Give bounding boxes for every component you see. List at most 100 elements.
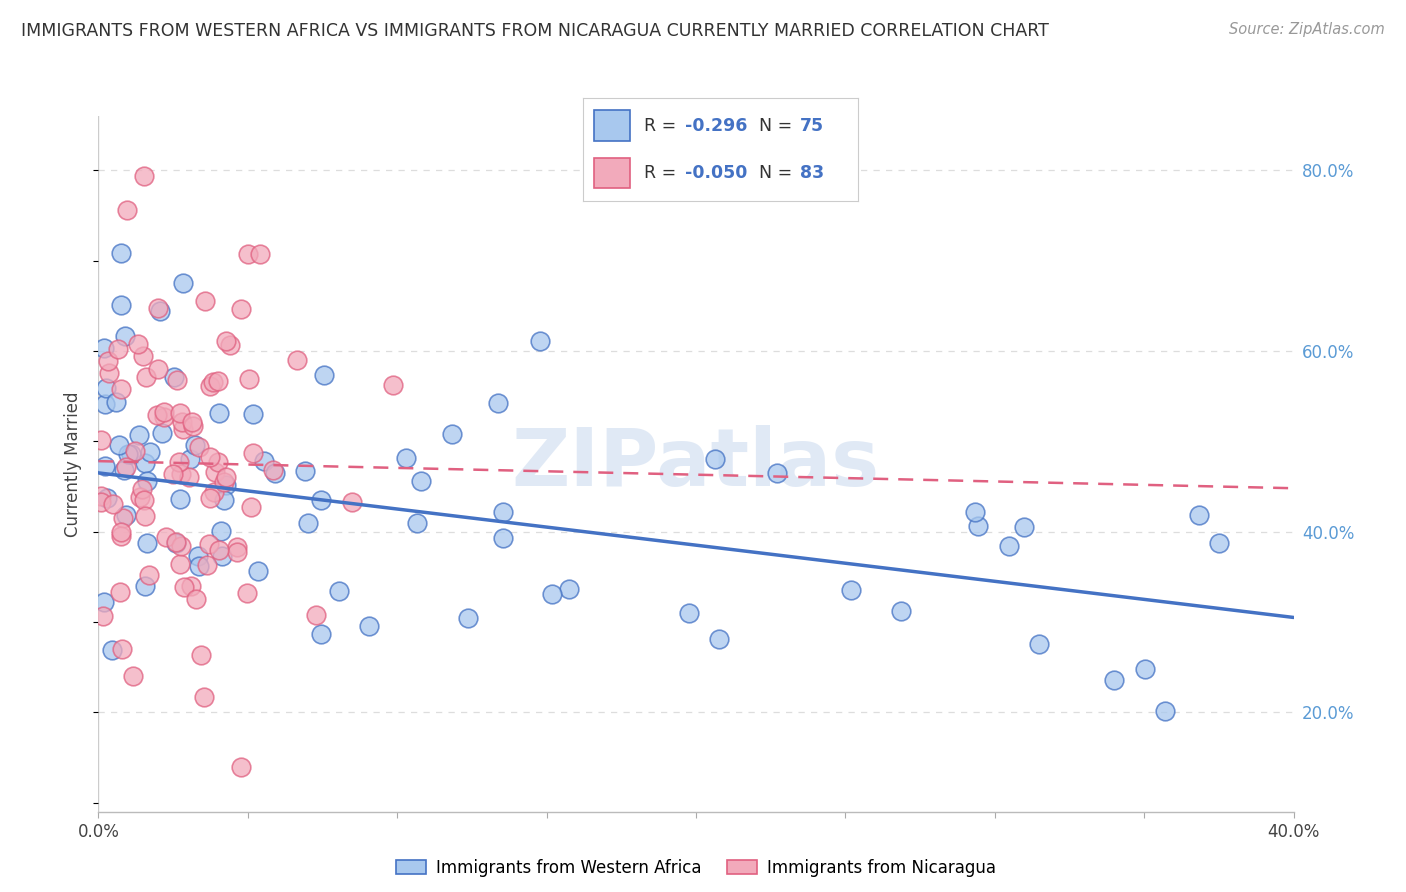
Point xyxy=(202,485,225,500)
Point xyxy=(134,509,156,524)
Point xyxy=(166,373,188,387)
FancyBboxPatch shape xyxy=(595,158,630,188)
Point xyxy=(198,450,221,465)
Point xyxy=(107,342,129,356)
Point xyxy=(190,648,212,662)
Point xyxy=(114,508,136,522)
Point xyxy=(170,415,193,429)
Point xyxy=(101,497,124,511)
Point xyxy=(127,337,149,351)
Point xyxy=(209,524,232,538)
Point xyxy=(114,329,136,343)
Point xyxy=(297,516,319,531)
Point xyxy=(312,368,335,383)
Point xyxy=(138,568,160,582)
Point xyxy=(998,540,1021,554)
Point xyxy=(890,604,912,618)
Point xyxy=(115,460,138,475)
Point xyxy=(492,531,515,545)
Point xyxy=(132,349,155,363)
Point xyxy=(117,447,139,461)
Point xyxy=(153,405,176,419)
Point xyxy=(112,511,135,525)
Text: IMMIGRANTS FROM WESTERN AFRICA VS IMMIGRANTS FROM NICARAGUA CURRENTLY MARRIED CO: IMMIGRANTS FROM WESTERN AFRICA VS IMMIGR… xyxy=(21,22,1049,40)
Point xyxy=(167,454,190,468)
Text: R =: R = xyxy=(644,164,682,182)
Point xyxy=(169,491,191,506)
Point xyxy=(229,302,252,317)
Text: -0.296: -0.296 xyxy=(685,117,748,135)
Point xyxy=(212,475,235,489)
Point xyxy=(93,595,115,609)
Point xyxy=(90,490,112,504)
Point xyxy=(242,446,264,460)
Point xyxy=(169,557,191,571)
Point xyxy=(149,303,172,318)
Point xyxy=(457,611,479,625)
Point xyxy=(107,438,129,452)
Point xyxy=(112,463,135,477)
Point xyxy=(207,374,229,388)
Point xyxy=(146,301,169,315)
Point xyxy=(212,492,235,507)
Point xyxy=(153,410,176,425)
Point xyxy=(219,338,242,352)
Point xyxy=(193,690,215,704)
Point xyxy=(136,474,159,488)
Point xyxy=(172,277,194,291)
Text: N =: N = xyxy=(759,164,797,182)
Point xyxy=(253,454,276,468)
Point xyxy=(238,247,260,261)
Point xyxy=(187,549,209,563)
Point xyxy=(145,408,167,422)
Text: -0.050: -0.050 xyxy=(685,164,748,182)
Point xyxy=(305,607,328,622)
Point xyxy=(135,369,157,384)
Point xyxy=(134,579,156,593)
Point xyxy=(285,352,308,367)
Text: N =: N = xyxy=(759,117,797,135)
Point xyxy=(150,425,173,440)
Point xyxy=(187,559,209,574)
Text: 75: 75 xyxy=(800,117,824,135)
Point xyxy=(395,450,418,465)
Point xyxy=(180,579,202,593)
Point xyxy=(492,505,515,519)
Point xyxy=(97,353,120,368)
Point xyxy=(131,483,153,497)
Point xyxy=(211,549,233,563)
Point xyxy=(179,470,201,484)
Point xyxy=(707,632,730,646)
Point xyxy=(197,536,219,550)
Point xyxy=(184,438,207,452)
Point xyxy=(110,529,132,543)
Point xyxy=(215,470,238,484)
Point xyxy=(181,418,204,433)
Point xyxy=(146,361,169,376)
Point xyxy=(180,415,202,429)
Point xyxy=(198,491,221,505)
Point xyxy=(235,585,257,599)
Point xyxy=(264,466,287,480)
Point xyxy=(240,500,263,515)
Point xyxy=(225,545,247,559)
Point xyxy=(231,759,253,773)
Text: R =: R = xyxy=(644,117,682,135)
Point xyxy=(678,606,700,620)
Point xyxy=(93,341,115,355)
Point xyxy=(441,426,464,441)
Text: 83: 83 xyxy=(800,164,824,182)
Point xyxy=(120,447,142,461)
Legend: Immigrants from Western Africa, Immigrants from Nicaragua: Immigrants from Western Africa, Immigran… xyxy=(389,852,1002,883)
Point xyxy=(540,587,562,601)
Point xyxy=(108,585,131,599)
Point xyxy=(207,455,229,469)
Point xyxy=(214,478,236,492)
Point xyxy=(111,642,134,657)
Point xyxy=(1154,704,1177,718)
Point xyxy=(406,516,429,530)
Point xyxy=(703,451,725,466)
Y-axis label: Currently Married: Currently Married xyxy=(65,391,83,537)
Point xyxy=(136,536,159,550)
Point xyxy=(197,558,219,572)
